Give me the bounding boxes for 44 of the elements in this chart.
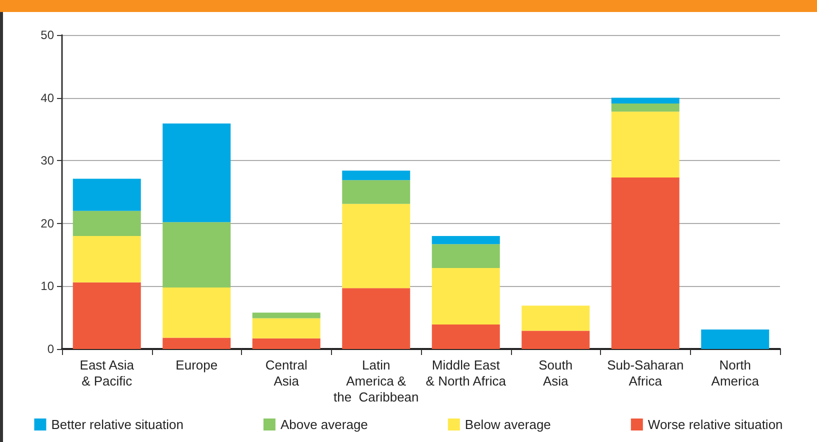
bar (432, 324, 500, 349)
bar (611, 178, 680, 349)
bar (342, 288, 410, 349)
bar (72, 210, 141, 236)
x-tick-label: Sub-Saharan Africa (607, 358, 684, 388)
y-tick-label: 0 (47, 342, 54, 356)
bar (432, 236, 500, 244)
bar (611, 112, 680, 178)
x-tick-label: Latin America & the Caribbean (333, 358, 419, 404)
bar (252, 312, 320, 318)
x-tick-label: Europe (176, 358, 218, 372)
y-tick-label: 10 (40, 279, 54, 294)
bar (432, 244, 500, 268)
bar (522, 306, 590, 331)
legend-label: Better relative situation (51, 417, 184, 432)
bar (432, 268, 500, 325)
y-tick-label: 30 (40, 154, 54, 168)
x-tick-label: Central Asia (265, 358, 308, 388)
x-tick-label: South Asia (538, 358, 573, 388)
y-tick-label: 50 (40, 28, 54, 42)
bar (162, 124, 231, 222)
x-tick-label: East Asia & Pacific (80, 358, 135, 388)
y-tick-label: 20 (40, 216, 54, 230)
x-tick-label: North America (711, 358, 760, 388)
bar (162, 338, 231, 349)
bar (342, 180, 410, 204)
bar (342, 170, 410, 180)
x-tick-label: Middle East & North Africa (426, 358, 507, 388)
bar (611, 98, 680, 104)
bar (522, 330, 590, 349)
y-tick-label: 40 (40, 90, 54, 105)
bar (162, 222, 231, 288)
bar (72, 282, 141, 349)
bar (342, 204, 410, 288)
legend-label: Worse relative situation (648, 417, 783, 432)
bar (252, 338, 320, 349)
legend-label: Below average (464, 417, 551, 432)
bar (162, 287, 231, 338)
bar (72, 236, 141, 282)
legend-label: Above average (280, 417, 368, 432)
bar (252, 318, 320, 338)
bar (611, 103, 680, 112)
bar (72, 178, 141, 211)
bar (701, 330, 770, 349)
